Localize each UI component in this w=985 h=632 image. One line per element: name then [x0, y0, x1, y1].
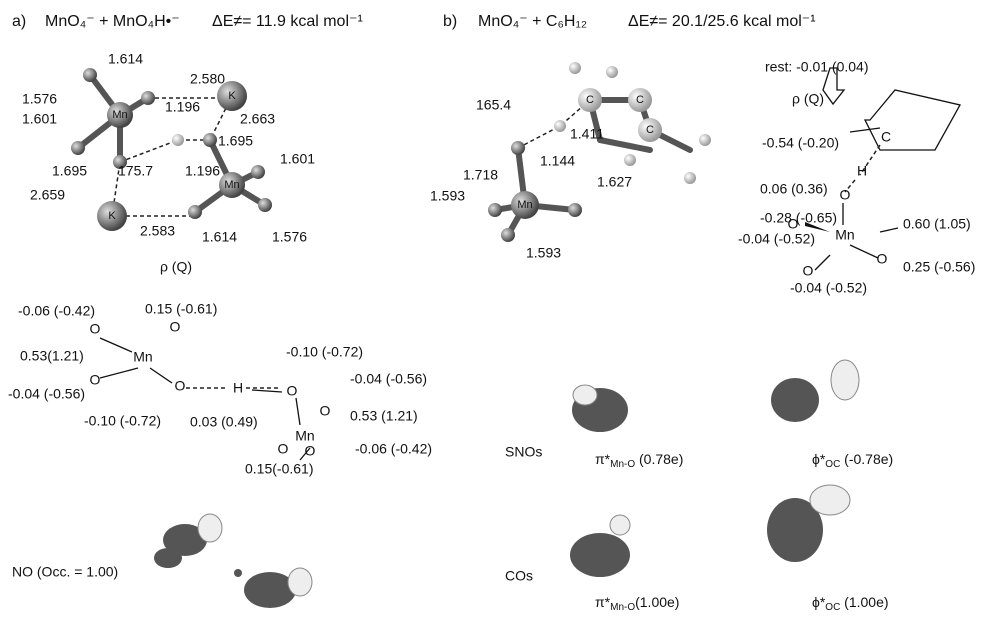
atom-label: O [305, 443, 316, 459]
bond-length: 175.7 [118, 163, 153, 179]
orbital-occ: (1.00e) [635, 594, 679, 610]
charge: -0.04 (-0.52) [738, 231, 815, 247]
row-label: COs [505, 568, 533, 584]
atom-label: Mn [112, 109, 127, 121]
atom-label: Mn [133, 349, 152, 365]
charge: 0.60 (1.05) [903, 216, 971, 232]
row-label: SNOs [505, 444, 542, 460]
orbital-sub: OC [825, 459, 840, 470]
atom-label: O [840, 187, 851, 203]
orbital-symbol: π* [595, 451, 611, 467]
bond-length: 1.695 [218, 133, 253, 149]
bond-length: 2.583 [140, 223, 175, 239]
figure: a) MnO₄⁻ + MnO₄H•⁻ ΔE≠= 11.9 kcal mol⁻¹ b) M… [0, 0, 985, 627]
bond-length: 1.627 [597, 174, 632, 190]
bond-length: 2.580 [190, 71, 225, 87]
panel-label: b) [443, 13, 457, 30]
charge: -0.04 (-0.56) [8, 386, 85, 402]
charge-header: ρ (Q) [792, 91, 824, 107]
bond-length: 1.601 [280, 151, 315, 167]
panel-label: a) [12, 13, 26, 30]
atom-label: Mn [295, 428, 314, 444]
orbital-a [154, 514, 312, 608]
orbital-occ: (0.78e) [635, 451, 683, 467]
atom-label: O [320, 403, 331, 419]
bond-length: 1.411 [570, 126, 604, 142]
bond-length: 165.4 [476, 97, 511, 113]
atom-label: K [108, 210, 116, 222]
bond-length: 2.659 [30, 187, 65, 203]
atom-label: H [233, 380, 243, 396]
charge: 0.25 (-0.56) [903, 259, 975, 275]
orbital-label: π*Mn-O (0.78e) [595, 451, 683, 470]
atom-label: Mn [835, 227, 854, 243]
bond-length: 1.593 [430, 188, 465, 204]
atom-label: O [278, 441, 289, 457]
energy: ΔE≠= 11.9 kcal mol⁻¹ [212, 13, 363, 30]
charge: 0.53 (1.21) [350, 408, 418, 424]
rest-charge: rest: -0.01 (0.04) [765, 59, 869, 75]
charge: 0.15(-0.61) [245, 461, 313, 477]
bond-length: 1.196 [165, 99, 200, 115]
charge: 0.15 (-0.61) [145, 301, 217, 317]
orbital-label: ϕ*OC (1.00e) [812, 594, 889, 613]
atom-label: K [228, 90, 236, 102]
charge: -0.28 (-0.65) [760, 210, 837, 226]
atom-label: C [636, 94, 644, 106]
atom-label: O [170, 319, 181, 335]
orbital-sub: Mn-O [610, 459, 635, 470]
bond-length: 1.144 [540, 153, 575, 169]
atom-label: O [90, 321, 101, 337]
orbital-label: π*Mn-O(1.00e) [595, 594, 679, 613]
energy: ΔE≠= 20.1/25.6 kcal mol⁻¹ [628, 13, 816, 30]
bond-length: 1.695 [52, 163, 87, 179]
bond-length: 1.593 [526, 245, 561, 261]
orbital-sub: OC [825, 602, 840, 613]
bond-length: 1.601 [22, 111, 57, 127]
orbital-symbol: π* [595, 594, 611, 610]
molecule-a [71, 68, 272, 231]
bond-length: 1.576 [22, 91, 57, 107]
panel-title: MnO₄⁻ + C₆H₁₂ [478, 13, 587, 30]
atom-label: C [586, 94, 594, 106]
panel-title: MnO₄⁻ + MnO₄H•⁻ [45, 13, 180, 30]
bond-length: 1.614 [202, 229, 237, 245]
bond-length: 1.614 [108, 51, 143, 67]
orbital-label: ϕ*OC (-0.78e) [812, 451, 893, 470]
atom-label: Mn [517, 199, 532, 211]
charge: 0.03 (0.49) [190, 414, 258, 430]
bond-length: 1.196 [185, 163, 220, 179]
charge: -0.04 (-0.56) [350, 371, 427, 387]
charge: 0.53(1.21) [20, 348, 84, 364]
charge: -0.06 (-0.42) [18, 303, 95, 319]
orbital-symbol: ϕ* [812, 594, 826, 610]
atom-label: O [175, 378, 186, 394]
charge: -0.10 (-0.72) [286, 344, 363, 360]
bond-length: 2.663 [240, 111, 275, 127]
atom-label: O [803, 263, 814, 279]
charge: -0.04 (-0.52) [790, 280, 867, 296]
bond-length: 1.718 [463, 167, 498, 183]
atom-label: O [287, 383, 298, 399]
atom-label: C [881, 129, 891, 145]
charge: -0.10 (-0.72) [84, 413, 161, 429]
atom-label: C [646, 124, 654, 136]
atom-label: H [857, 163, 867, 179]
charge-diagram-b [805, 68, 960, 270]
bond-length: 1.576 [272, 229, 307, 245]
orbital-symbol: ϕ* [812, 451, 826, 467]
atom-label: O [877, 251, 888, 267]
charge: -0.54 (-0.20) [762, 135, 839, 151]
orbital-sub: Mn-O [610, 602, 635, 613]
charge: -0.06 (-0.42) [355, 441, 432, 457]
charge-header: ρ (Q) [160, 259, 192, 275]
orbital-occ: (-0.78e) [840, 451, 893, 467]
orbital-occ: (1.00e) [840, 594, 888, 610]
molecule-b [488, 62, 711, 242]
atom-label: O [90, 372, 101, 388]
atom-label: Mn [224, 179, 239, 191]
charge: 0.06 (0.36) [760, 181, 828, 197]
atom-label: O [788, 216, 799, 232]
orbital-label: NO (Occ. = 1.00) [12, 564, 118, 580]
